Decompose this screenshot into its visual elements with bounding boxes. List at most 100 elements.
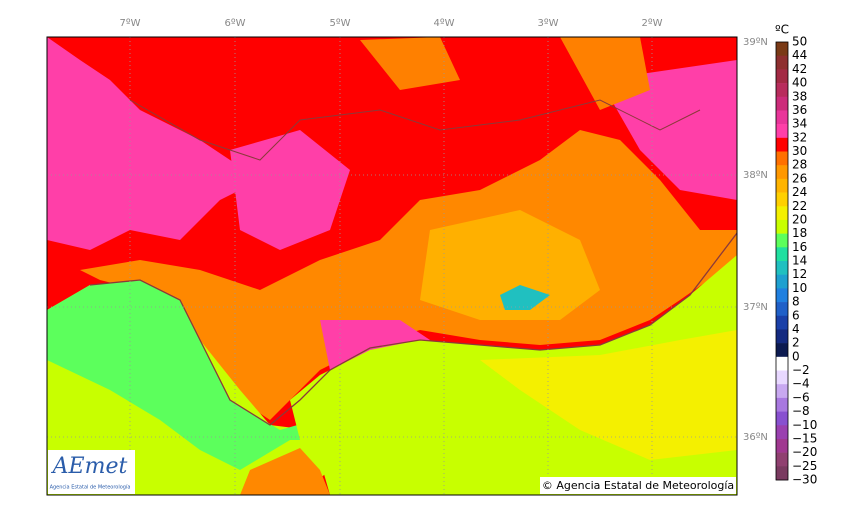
colorbar-label: −30	[792, 473, 817, 487]
colorbar-segment	[776, 42, 788, 56]
colorbar-label: 42	[792, 62, 807, 76]
colorbar-label: 4	[792, 322, 800, 336]
colorbar-label: 44	[792, 48, 807, 62]
warm-area	[360, 37, 460, 90]
colorbar-label: 14	[792, 254, 807, 268]
longitude-label: 5ºW	[330, 18, 351, 29]
colorbar-label: −15	[792, 431, 817, 445]
colorbar-label: 32	[792, 130, 807, 144]
colorbar-segment	[776, 452, 788, 467]
colorbar-label: 6	[792, 308, 800, 322]
colorbar-segment	[776, 110, 788, 125]
colorbar-label: −6	[792, 390, 810, 404]
longitude-label: 6ºW	[225, 18, 246, 29]
colorbar-segment	[776, 329, 788, 344]
latitude-labels: 39ºN 38ºN 37ºN 36ºN	[743, 37, 768, 443]
longitude-labels: 7ºW 6ºW 5ºW 4ºW 3ºW 2ºW	[120, 18, 663, 29]
colorbar-label: 8	[792, 295, 800, 309]
longitude-label: 4ºW	[434, 18, 455, 29]
border	[129, 99, 701, 161]
colorbar-label: 26	[792, 171, 807, 185]
colorbar-label: −8	[792, 404, 810, 418]
colorbar-segment	[776, 247, 788, 262]
latitude-label: 36ºN	[743, 432, 768, 443]
colorbar-label: 34	[792, 117, 807, 131]
latitude-label: 37ºN	[743, 302, 768, 313]
cool-sea-area	[47, 280, 380, 470]
colorbar-frame	[775, 41, 789, 481]
coastline	[89, 232, 737, 426]
logo-subtitle: Agencia Estatal de Meteorología	[50, 484, 131, 491]
colorbar-segment	[776, 192, 788, 207]
colorbar-segment	[776, 261, 788, 275]
colorbar-label: 50	[792, 35, 807, 49]
warm-area	[560, 37, 650, 110]
logo: AEmet Agencia Estatal de Meteorología	[48, 450, 135, 494]
colorbar-segment	[776, 219, 788, 234]
longitude-label: 2ºW	[642, 18, 663, 29]
hot-area	[320, 320, 430, 370]
colorbar-label: 30	[792, 144, 807, 158]
colorbar-segment	[776, 397, 788, 412]
colorbar-label: 36	[792, 103, 807, 117]
colorbar-segment	[776, 233, 788, 248]
colorbar-segment	[776, 96, 788, 111]
colorbar-unit: ºC	[775, 23, 789, 37]
colorbar-segment	[776, 438, 788, 453]
logo-name: AEmet	[51, 454, 128, 479]
copyright-box	[540, 477, 736, 494]
colorbar-segment	[776, 411, 788, 426]
colorbar-label: 2	[792, 336, 800, 350]
map-frame	[46, 36, 738, 496]
longitude-label: 3ºW	[538, 18, 559, 29]
colorbar-segment	[776, 165, 788, 180]
colorbar-segment	[776, 370, 788, 385]
colorbar: 5044424038363432302826242220181614121086…	[775, 35, 817, 487]
colorbar-label: 38	[792, 89, 807, 103]
colorbar-label: 20	[792, 212, 807, 226]
copyright: © Agencia Estatal de Meteorología	[542, 479, 734, 492]
colorbar-label: −10	[792, 418, 817, 432]
colorbar-segment	[776, 83, 788, 98]
colorbar-segment	[776, 137, 788, 152]
colorbar-segment	[776, 425, 788, 440]
temperature-map	[47, 37, 737, 495]
colorbar-label: 40	[792, 76, 807, 90]
colorbar-label: 24	[792, 185, 807, 199]
longitude-label: 7ºW	[120, 18, 141, 29]
warm-area	[240, 448, 330, 495]
colorbar-label: 22	[792, 199, 807, 213]
latitude-label: 39ºN	[743, 37, 768, 48]
colorbar-segment	[776, 288, 788, 303]
colorbar-segment	[776, 124, 788, 139]
colorbar-label: 0	[792, 349, 800, 363]
colorbar-label: 10	[792, 281, 807, 295]
latitude-label: 38ºN	[743, 170, 768, 181]
colorbar-segment	[776, 356, 788, 371]
colorbar-segment	[776, 384, 788, 399]
hot-area	[47, 37, 260, 250]
colorbar-segment	[776, 206, 788, 221]
colorbar-segment	[776, 343, 788, 358]
warm-area	[80, 130, 737, 420]
colorbar-segment	[776, 69, 788, 84]
colorbar-label: −4	[792, 377, 810, 391]
colorbar-label: 28	[792, 158, 807, 172]
colorbar-label: −25	[792, 459, 817, 473]
colorbar-label: −2	[792, 363, 810, 377]
colorbar-label: 12	[792, 267, 807, 281]
colorbar-segment	[776, 315, 788, 330]
warm-area	[420, 210, 600, 320]
cool-area	[500, 285, 550, 310]
colorbar-label: 18	[792, 226, 807, 240]
grid	[47, 37, 737, 495]
colorbar-segment	[776, 55, 788, 70]
colorbar-label: −20	[792, 445, 817, 459]
colorbar-segment	[776, 151, 788, 166]
colorbar-segment	[776, 466, 788, 481]
logo-box	[48, 450, 135, 494]
colorbar-segment	[776, 274, 788, 289]
colorbar-label: 16	[792, 240, 807, 254]
sea-area	[480, 330, 737, 460]
